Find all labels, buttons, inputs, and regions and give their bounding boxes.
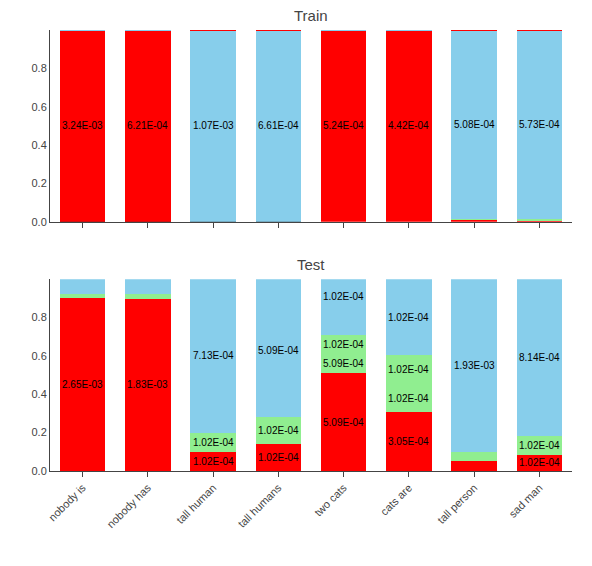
svg-text:1.02E-04: 1.02E-04: [519, 440, 560, 451]
svg-text:Test: Test: [297, 256, 325, 273]
svg-text:5.73E-04: 5.73E-04: [519, 119, 560, 130]
svg-text:tall human: tall human: [174, 482, 218, 526]
svg-text:5.09E-04: 5.09E-04: [323, 358, 364, 369]
svg-text:1.02E-04: 1.02E-04: [193, 437, 234, 448]
svg-text:1.02E-04: 1.02E-04: [388, 312, 429, 323]
svg-text:3.05E-04: 3.05E-04: [388, 436, 429, 447]
svg-text:0.6: 0.6: [32, 101, 47, 113]
svg-text:7.13E-04: 7.13E-04: [193, 350, 234, 361]
svg-text:two cats: two cats: [312, 481, 349, 518]
svg-text:0.0: 0.0: [32, 216, 47, 228]
svg-text:nobody is: nobody is: [46, 481, 88, 523]
svg-text:nobody has: nobody has: [104, 481, 153, 530]
svg-text:1.83E-03: 1.83E-03: [127, 379, 168, 390]
svg-text:0.8: 0.8: [32, 311, 47, 323]
svg-text:1.02E-04: 1.02E-04: [323, 339, 364, 350]
svg-text:cats are: cats are: [378, 482, 414, 518]
svg-text:5.09E-04: 5.09E-04: [323, 417, 364, 428]
svg-text:0.2: 0.2: [32, 177, 47, 189]
svg-text:0.6: 0.6: [32, 350, 47, 362]
svg-text:0.0: 0.0: [32, 465, 47, 477]
svg-text:1.02E-04: 1.02E-04: [323, 291, 364, 302]
svg-text:sad man: sad man: [506, 482, 544, 520]
svg-text:Train: Train: [294, 7, 328, 24]
svg-text:5.24E-04: 5.24E-04: [323, 120, 364, 131]
svg-text:0.4: 0.4: [32, 139, 47, 151]
svg-text:6.61E-04: 6.61E-04: [258, 120, 299, 131]
svg-text:tall person: tall person: [435, 482, 479, 526]
svg-text:0.4: 0.4: [32, 388, 47, 400]
svg-text:1.07E-03: 1.07E-03: [193, 120, 234, 131]
svg-text:1.02E-04: 1.02E-04: [388, 364, 429, 375]
svg-text:0.8: 0.8: [32, 62, 47, 74]
svg-text:1.02E-04: 1.02E-04: [258, 452, 299, 463]
svg-text:1.93E-03: 1.93E-03: [454, 360, 495, 371]
svg-text:1.02E-04: 1.02E-04: [193, 456, 234, 467]
svg-text:0.2: 0.2: [32, 426, 47, 438]
svg-text:tall humans: tall humans: [235, 481, 284, 530]
svg-text:1.02E-04: 1.02E-04: [519, 457, 560, 468]
svg-text:1.02E-04: 1.02E-04: [388, 393, 429, 404]
svg-text:3.24E-03: 3.24E-03: [62, 120, 103, 131]
svg-text:5.08E-04: 5.08E-04: [454, 119, 495, 130]
svg-text:8.14E-04: 8.14E-04: [519, 352, 560, 363]
svg-text:2.65E-03: 2.65E-03: [62, 379, 103, 390]
svg-text:1.02E-04: 1.02E-04: [258, 425, 299, 436]
svg-text:4.42E-04: 4.42E-04: [388, 120, 429, 131]
svg-text:5.09E-04: 5.09E-04: [258, 345, 299, 356]
svg-text:6.21E-04: 6.21E-04: [127, 120, 168, 131]
